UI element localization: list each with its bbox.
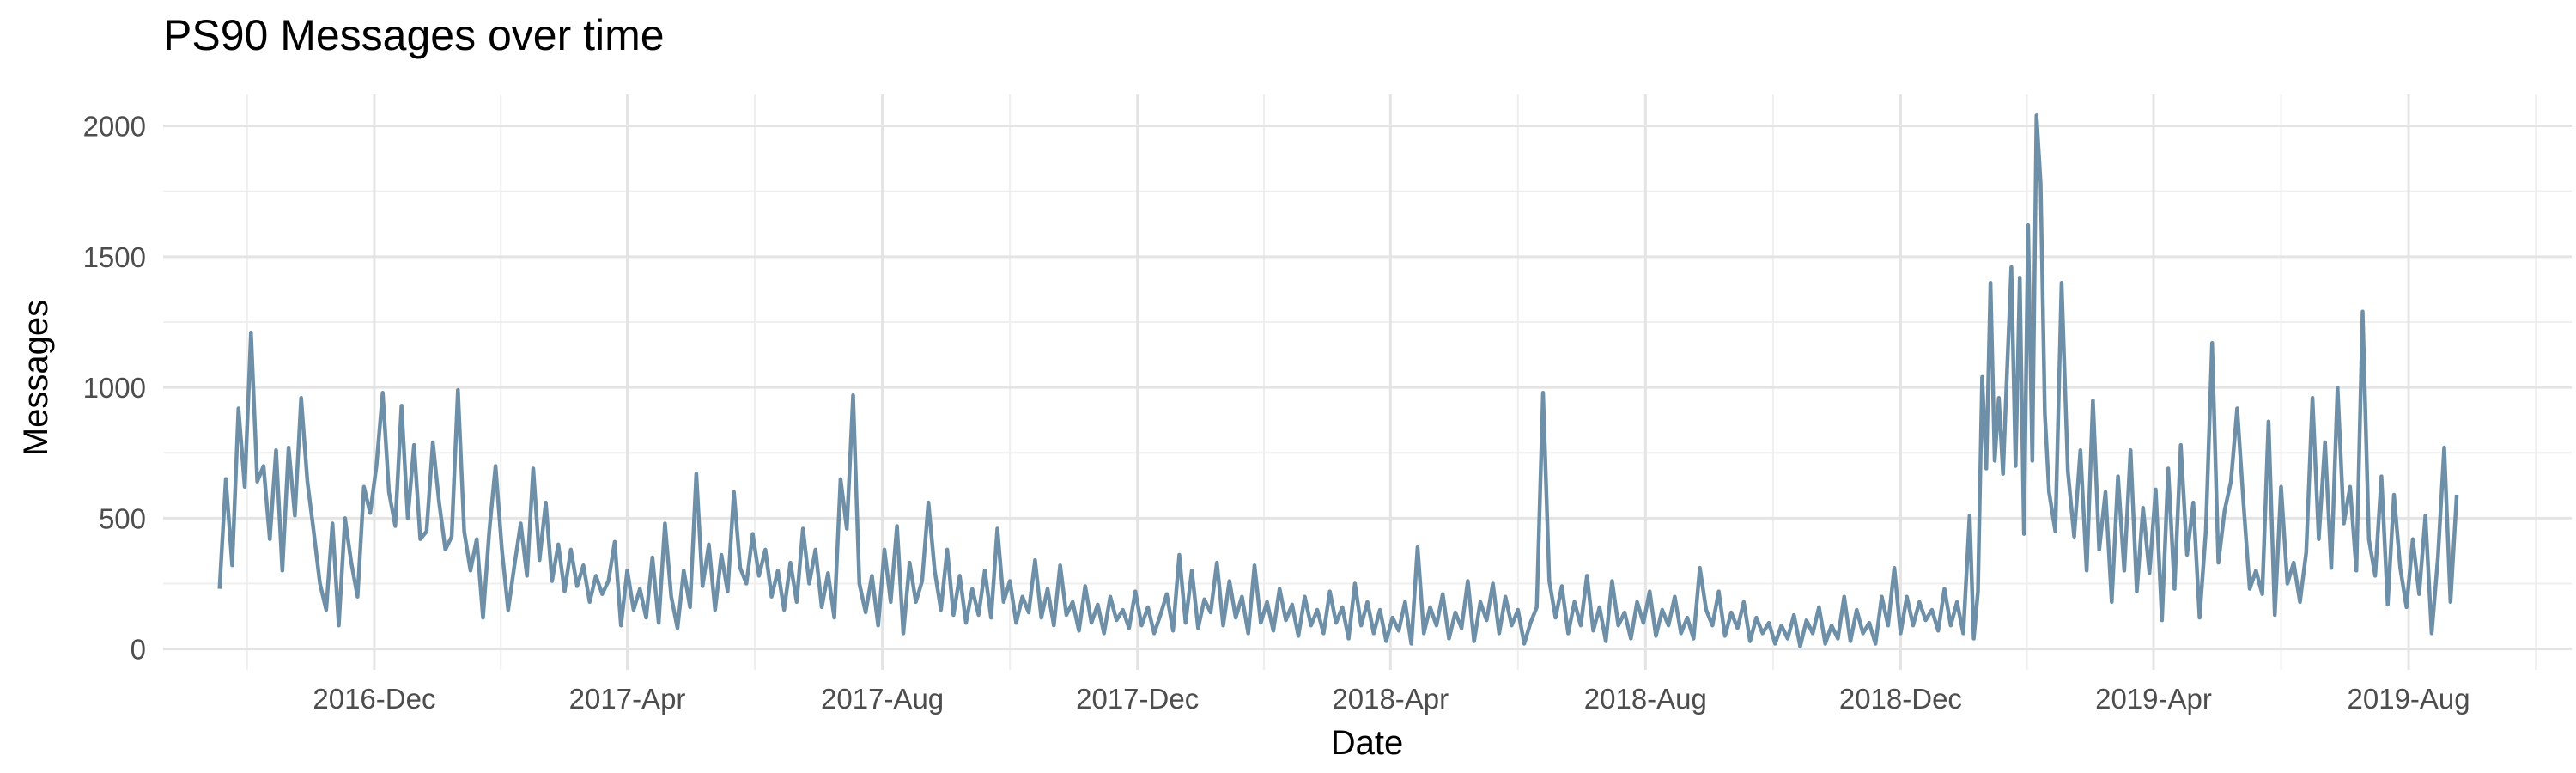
series-layer bbox=[217, 113, 2459, 648]
x-axis-ticks: 2016-Dec 2017-Apr 2017-Aug 2017-Dec 2018-Apr… bbox=[313, 683, 2470, 715]
x-tick-label: 2019-Apr bbox=[2095, 683, 2212, 715]
chart-title: PS90 Messages over time bbox=[163, 11, 665, 59]
y-axis-ticks: 0 500 1000 1500 2000 bbox=[83, 111, 146, 666]
x-tick-label: 2018-Apr bbox=[1332, 683, 1449, 715]
y-axis-title: Messages bbox=[17, 300, 55, 456]
series-line bbox=[217, 113, 2459, 648]
x-tick-label: 2016-Dec bbox=[313, 683, 435, 715]
y-tick-label: 2000 bbox=[83, 111, 146, 143]
x-tick-label: 2017-Apr bbox=[569, 683, 686, 715]
x-tick-label: 2017-Aug bbox=[821, 683, 944, 715]
x-tick-label: 2017-Dec bbox=[1076, 683, 1199, 715]
x-tick-label: 2018-Aug bbox=[1584, 683, 1707, 715]
minor-grid bbox=[163, 94, 2572, 670]
x-tick-label: 2019-Aug bbox=[2348, 683, 2470, 715]
x-axis-title: Date bbox=[1331, 724, 1404, 762]
y-tick-label: 0 bbox=[131, 634, 146, 666]
y-tick-label: 1500 bbox=[83, 241, 146, 273]
x-tick-label: 2018-Dec bbox=[1839, 683, 1962, 715]
y-tick-label: 1000 bbox=[83, 372, 146, 404]
y-tick-label: 500 bbox=[99, 502, 146, 534]
